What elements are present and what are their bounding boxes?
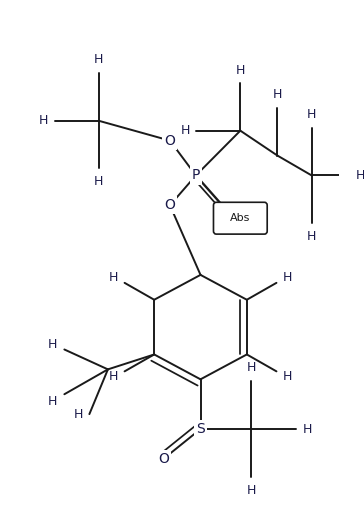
FancyBboxPatch shape [213,202,267,234]
Text: O: O [165,199,175,212]
Text: O: O [165,134,175,148]
Text: H: H [38,114,48,127]
Text: H: H [109,370,118,383]
Text: S: S [196,422,205,436]
Text: H: H [302,422,312,436]
Text: H: H [74,408,83,421]
Text: H: H [247,361,256,374]
Text: O: O [158,452,169,466]
Text: H: H [283,271,292,285]
Text: H: H [307,108,316,121]
Text: Abs: Abs [230,213,250,223]
Text: H: H [109,271,118,285]
Text: H: H [94,53,103,66]
Text: H: H [181,124,190,137]
Text: H: H [356,169,364,182]
Text: H: H [48,338,57,351]
Text: H: H [283,370,292,383]
Text: P: P [192,168,200,182]
Text: H: H [273,88,282,101]
Text: H: H [307,230,316,243]
Text: H: H [236,64,245,77]
Text: H: H [247,484,256,497]
Text: H: H [48,394,57,408]
Text: H: H [94,176,103,188]
